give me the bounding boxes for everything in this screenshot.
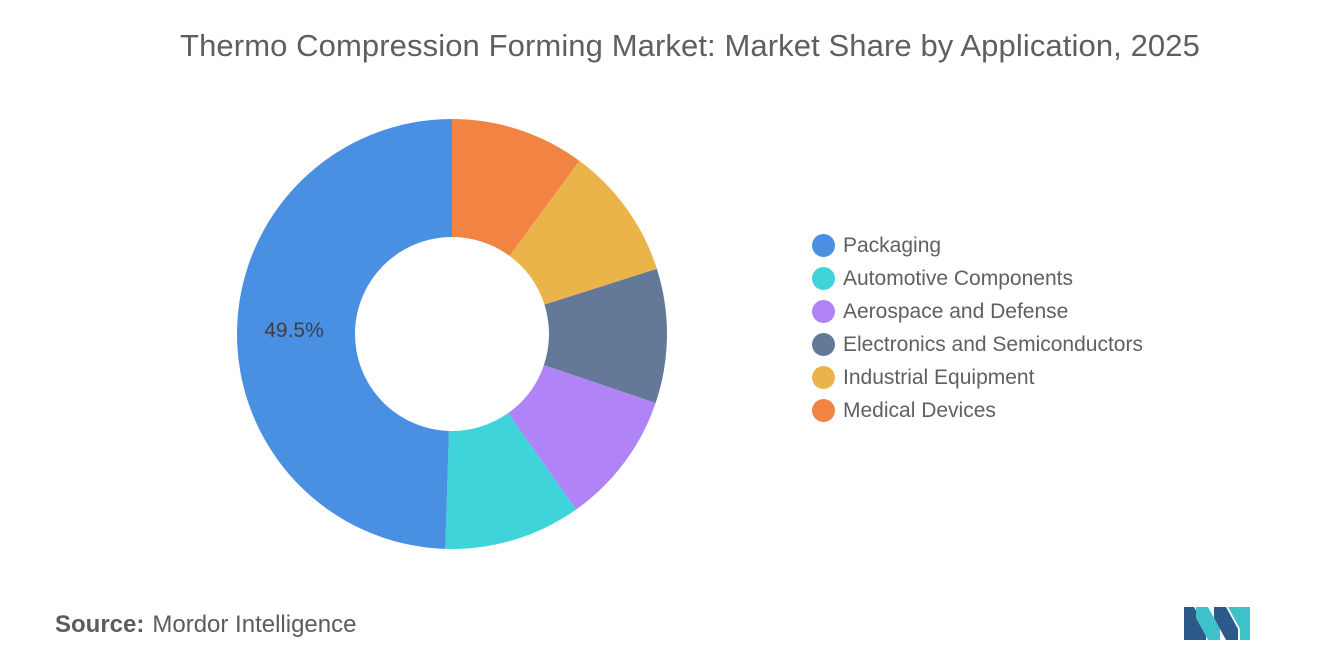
source-line: Source: Mordor Intelligence: [55, 611, 356, 639]
slice-packaging: [236, 119, 452, 549]
legend-swatch: [812, 399, 835, 422]
legend-label: Medical Devices: [843, 398, 996, 422]
slice-automotive-components: [445, 413, 577, 549]
legend-label: Aerospace and Defense: [843, 299, 1069, 323]
slice-industrial-equipment: [509, 160, 657, 305]
legend-label: Packaging: [843, 233, 942, 257]
donut-slices: [236, 119, 667, 549]
mordor-intelligence-logo: [1184, 607, 1250, 640]
slice-medical-devices: [452, 119, 580, 256]
legend-swatch: [812, 300, 835, 323]
slice-electronics-and-semiconductors: [543, 268, 667, 404]
legend-item-aerospace-and-defense: Aerospace and Defense: [812, 295, 1143, 328]
legend-item-electronics-and-semiconductors: Electronics and Semiconductors: [812, 328, 1143, 361]
legend-swatch: [812, 366, 835, 389]
legend-swatch: [812, 267, 835, 290]
data-labels: 49.5%: [264, 319, 324, 342]
legend-swatch: [812, 234, 835, 257]
legend-item-medical-devices: Medical Devices: [812, 394, 1143, 427]
legend-label: Industrial Equipment: [843, 365, 1035, 389]
source-value: Mordor Intelligence: [152, 611, 357, 638]
legend-item-industrial-equipment: Industrial Equipment: [812, 361, 1143, 394]
legend-item-automotive-components: Automotive Components: [812, 262, 1143, 295]
chart-title: Thermo Compression Forming Market: Marke…: [180, 28, 1200, 63]
source-label: Source:: [55, 611, 145, 638]
slice-aerospace-and-defense: [508, 365, 656, 510]
legend-swatch: [812, 333, 835, 356]
legend: Packaging Automotive Components Aerospace …: [812, 229, 1143, 427]
legend-item-packaging: Packaging: [812, 229, 1143, 262]
data-label-packaging: 49.5%: [264, 319, 324, 342]
legend-label: Automotive Components: [843, 266, 1073, 290]
legend-label: Electronics and Semiconductors: [843, 332, 1143, 356]
